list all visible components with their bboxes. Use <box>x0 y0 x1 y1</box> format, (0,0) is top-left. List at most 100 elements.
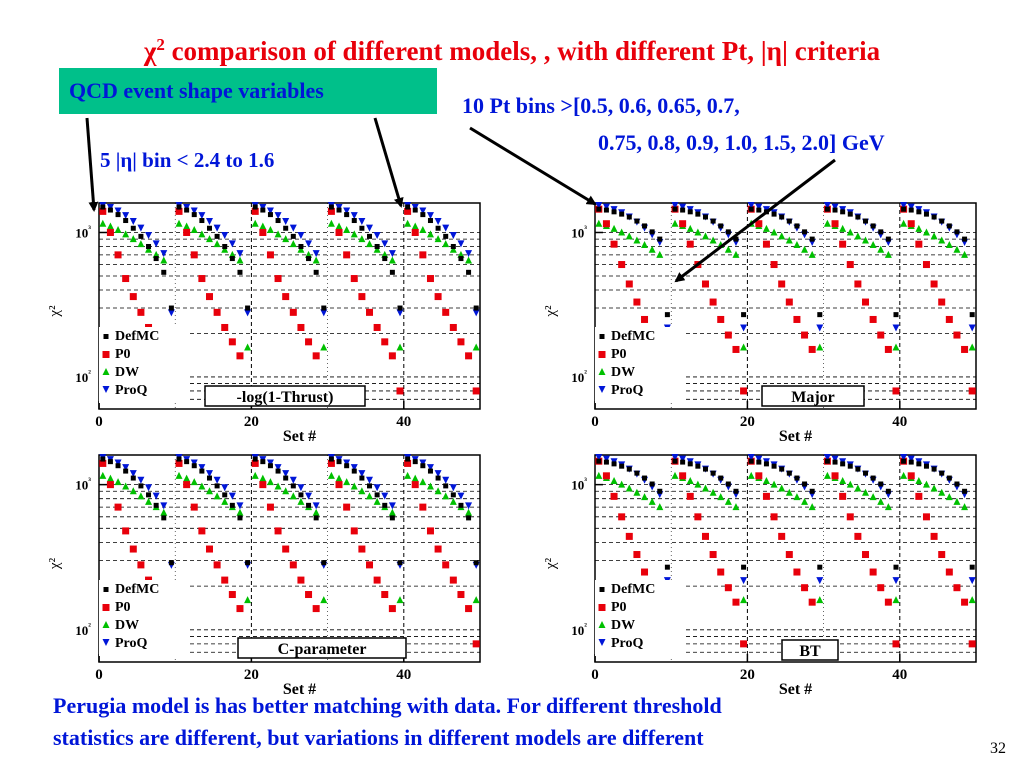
marker-dw <box>145 497 153 505</box>
legend-marker-proq <box>102 639 110 646</box>
marker-p0 <box>801 584 809 592</box>
marker-defmc <box>328 204 334 210</box>
marker-proq <box>205 218 213 226</box>
marker-proq <box>740 577 748 585</box>
marker-dw <box>122 230 130 238</box>
marker-dw <box>900 471 908 479</box>
marker-dw <box>961 503 969 511</box>
legend-box <box>595 327 683 403</box>
marker-defmc <box>267 212 273 218</box>
marker-p0 <box>411 481 419 489</box>
marker-proq <box>190 459 198 467</box>
marker-dw <box>183 474 191 482</box>
marker-p0 <box>770 261 778 269</box>
marker-defmc <box>931 466 937 472</box>
y-tick-label: 10² <box>75 368 91 385</box>
marker-p0 <box>297 323 305 331</box>
marker-defmc <box>626 466 632 472</box>
marker-proq <box>900 201 908 209</box>
marker-p0 <box>740 387 748 395</box>
x-tick-label: 40 <box>892 414 907 430</box>
legend-marker-p0 <box>102 604 110 611</box>
marker-proq <box>145 232 153 240</box>
marker-proq <box>244 309 252 317</box>
marker-dw <box>839 476 847 484</box>
marker-proq <box>968 324 976 332</box>
marker-defmc <box>466 515 472 521</box>
marker-defmc <box>123 468 129 474</box>
marker-dw <box>778 484 786 492</box>
marker-proq <box>602 203 610 211</box>
marker-p0 <box>259 481 267 489</box>
marker-p0 <box>892 387 900 395</box>
marker-dw <box>404 471 412 479</box>
marker-dw <box>762 476 770 484</box>
marker-proq <box>381 240 389 248</box>
marker-p0 <box>282 545 290 553</box>
marker-dw <box>930 232 938 240</box>
marker-defmc <box>840 209 846 215</box>
marker-proq <box>236 250 244 258</box>
marker-p0 <box>846 261 854 269</box>
marker-defmc <box>153 256 159 262</box>
marker-p0 <box>343 503 351 511</box>
y-tick-label: 10³ <box>75 476 91 493</box>
marker-p0 <box>831 472 839 480</box>
marker-defmc <box>946 475 952 481</box>
marker-defmc <box>397 560 403 566</box>
marker-p0 <box>922 261 930 269</box>
marker-defmc <box>878 229 884 235</box>
marker-p0 <box>213 308 221 316</box>
marker-defmc <box>885 236 891 242</box>
marker-p0 <box>251 207 259 215</box>
marker-proq <box>366 224 374 232</box>
marker-defmc <box>237 515 243 521</box>
marker-proq <box>350 212 358 220</box>
marker-proq <box>122 212 130 220</box>
marker-proq <box>449 232 457 240</box>
marker-p0 <box>411 228 419 236</box>
x-axis-label: Set # <box>283 428 316 445</box>
marker-proq <box>152 492 160 500</box>
marker-dw <box>740 596 748 604</box>
marker-p0 <box>915 492 923 500</box>
marker-p0 <box>930 532 938 540</box>
marker-dw <box>884 250 892 258</box>
marker-proq <box>129 218 137 226</box>
x-axis-label: Set # <box>779 428 812 445</box>
marker-proq <box>305 492 313 500</box>
marker-p0 <box>930 280 938 288</box>
marker-p0 <box>854 532 862 540</box>
marker-p0 <box>732 345 740 353</box>
marker-defmc <box>603 207 609 213</box>
marker-proq <box>145 484 153 492</box>
marker-dw <box>862 236 870 244</box>
marker-dw <box>625 232 633 240</box>
marker-p0 <box>709 551 717 559</box>
marker-p0 <box>289 308 297 316</box>
marker-p0 <box>610 492 618 500</box>
legend-label: DW <box>115 365 139 380</box>
marker-p0 <box>839 492 847 500</box>
marker-defmc <box>817 564 823 570</box>
marker-proq <box>442 476 450 484</box>
marker-dw <box>289 492 297 500</box>
marker-dw <box>282 487 290 495</box>
marker-dw <box>442 492 450 500</box>
marker-proq <box>266 207 274 215</box>
marker-dw <box>877 245 885 253</box>
marker-defmc <box>916 461 922 467</box>
marker-defmc <box>931 214 937 220</box>
marker-proq <box>198 212 206 220</box>
marker-proq <box>358 218 366 226</box>
marker-proq <box>282 218 290 226</box>
marker-defmc <box>420 463 426 469</box>
marker-p0 <box>442 561 450 569</box>
marker-dw <box>266 478 274 486</box>
marker-p0 <box>366 308 374 316</box>
marker-dw <box>724 497 732 505</box>
marker-defmc <box>336 459 342 465</box>
marker-dw <box>388 508 396 516</box>
marker-p0 <box>472 640 480 648</box>
